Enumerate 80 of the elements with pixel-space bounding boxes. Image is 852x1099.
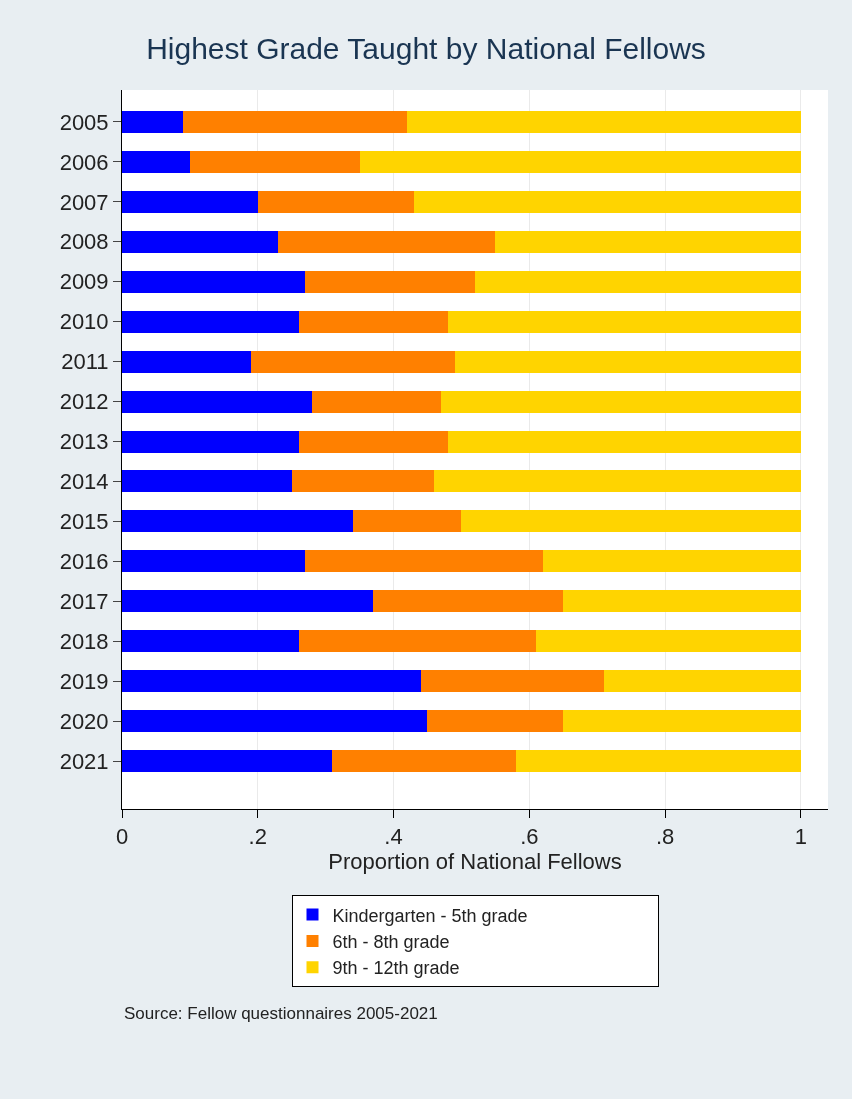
bar xyxy=(122,310,299,333)
x-axis-title: Proportion of National Fellows xyxy=(328,849,622,875)
bar xyxy=(298,310,448,333)
x-tick-label: 0 xyxy=(115,824,129,850)
bar xyxy=(427,710,564,733)
x-tick-label: .6 xyxy=(520,824,539,850)
x-tick-label: .2 xyxy=(248,824,267,850)
bar xyxy=(298,430,448,453)
y-tick-label: 2013 xyxy=(59,429,109,455)
x-tick-label: .4 xyxy=(384,824,403,850)
source-note: Source: Fellow questionnaires 2005-2021 xyxy=(124,1004,438,1023)
bar xyxy=(352,510,462,533)
bar xyxy=(122,230,279,253)
bar xyxy=(122,710,428,733)
x-tick-label: .8 xyxy=(655,824,675,850)
bar xyxy=(461,510,801,533)
bar xyxy=(475,270,801,293)
bar xyxy=(189,150,360,173)
bar xyxy=(434,470,801,493)
bar xyxy=(122,510,353,533)
bar xyxy=(305,270,475,293)
bar xyxy=(122,750,333,773)
bar xyxy=(454,350,801,373)
bar xyxy=(122,470,292,493)
bar xyxy=(122,270,306,293)
bar xyxy=(407,110,801,133)
y-tick-label: 2019 xyxy=(59,668,109,694)
y-tick-label: 2011 xyxy=(61,349,109,375)
bar xyxy=(563,590,801,613)
bar xyxy=(495,230,801,253)
y-tick-label: 2017 xyxy=(59,588,109,614)
bar xyxy=(515,750,801,773)
y-tick-label: 2012 xyxy=(59,389,109,415)
x-tick-label: 1 xyxy=(794,824,807,850)
y-tick-label: 2010 xyxy=(59,309,109,335)
y-tick-label: 2007 xyxy=(59,189,109,215)
bar xyxy=(359,150,801,173)
y-tick-label: 2016 xyxy=(59,549,109,575)
bar xyxy=(122,670,421,693)
legend-label: 9th - 12th grade xyxy=(332,958,460,979)
y-tick-label: 2006 xyxy=(59,149,109,175)
bar xyxy=(603,670,801,693)
bar xyxy=(413,190,801,213)
bar xyxy=(332,750,516,773)
bar xyxy=(122,110,184,133)
bar xyxy=(122,150,190,173)
bar xyxy=(122,350,251,373)
bar xyxy=(122,190,258,213)
bar xyxy=(447,310,801,333)
y-tick-label: 2014 xyxy=(59,469,109,495)
y-tick-label: 2005 xyxy=(59,109,109,135)
bar xyxy=(447,430,801,453)
bar xyxy=(441,390,801,413)
bar xyxy=(291,470,435,493)
y-tick-label: 2015 xyxy=(59,509,109,535)
bar xyxy=(312,390,442,413)
legend-label: 6th - 8th grade xyxy=(332,931,450,952)
bar xyxy=(420,670,604,693)
bar xyxy=(250,350,455,373)
legend-label: Kindergarten - 5th grade xyxy=(332,905,528,926)
bar xyxy=(536,630,801,653)
bar xyxy=(278,230,496,253)
bar xyxy=(122,630,299,653)
y-tick-label: 2008 xyxy=(59,229,109,255)
bar xyxy=(257,190,414,213)
bar xyxy=(122,430,299,453)
bar xyxy=(563,710,801,733)
y-tick-label: 2009 xyxy=(59,269,109,295)
y-tick-label: 2021 xyxy=(59,748,109,774)
bar xyxy=(122,550,306,573)
chart-title: Highest Grade Taught by National Fellows xyxy=(146,32,706,66)
y-tick-label: 2018 xyxy=(59,628,109,654)
bar xyxy=(298,630,537,653)
bar xyxy=(122,590,374,613)
bar xyxy=(305,550,543,573)
bar xyxy=(122,390,313,413)
bar xyxy=(183,110,408,133)
y-tick-label: 2020 xyxy=(59,708,109,734)
bar xyxy=(542,550,801,573)
bar xyxy=(373,590,564,613)
